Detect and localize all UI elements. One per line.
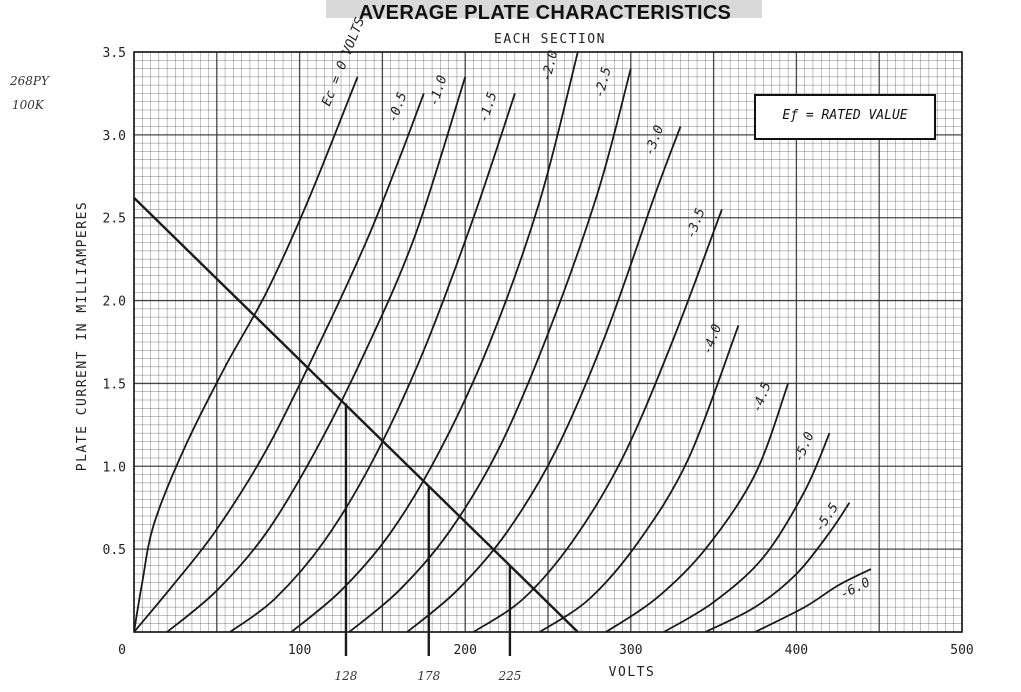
y-tick-label: 2.0 bbox=[103, 295, 126, 310]
curve-label: -4.5 bbox=[750, 380, 775, 415]
curve-label: -3.0 bbox=[642, 123, 667, 158]
y-tick-label: 0.5 bbox=[103, 543, 126, 558]
curve-label: -1.5 bbox=[476, 90, 500, 125]
curve-line bbox=[166, 76, 467, 632]
curve-label: -3.5 bbox=[684, 206, 709, 241]
x-tick-label: 0 bbox=[118, 643, 126, 658]
curve-label: Ec = 0 VOLTS bbox=[319, 15, 368, 108]
curves bbox=[134, 52, 872, 632]
curve-line bbox=[754, 568, 872, 632]
title-banner bbox=[326, 0, 762, 18]
curve-line bbox=[539, 325, 740, 632]
curve-line bbox=[134, 93, 425, 632]
handwritten-tube-note: 268PY bbox=[10, 74, 49, 88]
legend-box: Eƒ = RATED VALUE bbox=[754, 94, 936, 140]
curve-line bbox=[229, 93, 516, 632]
chart-title: AVERAGE PLATE CHARACTERISTICS bbox=[358, 2, 732, 24]
x-tick-label: 400 bbox=[785, 643, 808, 658]
curve-label: -0.5 bbox=[385, 90, 410, 125]
curve-line bbox=[605, 383, 789, 632]
chart-subtitle: EACH SECTION bbox=[494, 32, 606, 47]
curve-label: -2.0 bbox=[539, 49, 561, 83]
curve-label: -4.0 bbox=[700, 322, 725, 357]
curve-line bbox=[704, 502, 851, 632]
y-tick-label: 1.0 bbox=[103, 460, 126, 475]
x-tick-label: 500 bbox=[950, 643, 973, 658]
y-tick-label: 1.5 bbox=[103, 377, 126, 392]
x-tick-label: 200 bbox=[453, 643, 476, 658]
curve-label: -6.0 bbox=[838, 575, 873, 603]
marker-label: 128 bbox=[335, 669, 358, 683]
curve-line bbox=[134, 76, 359, 632]
marker-label: 178 bbox=[417, 669, 440, 683]
curve-label: -5.0 bbox=[791, 430, 817, 465]
plot-frame bbox=[133, 51, 963, 633]
curve-line bbox=[472, 209, 723, 632]
handwritten-resistor-note: 100K bbox=[12, 98, 44, 112]
curve-label: -1.0 bbox=[427, 74, 451, 109]
x-tick-label: 300 bbox=[619, 643, 642, 658]
curve-line bbox=[406, 126, 682, 632]
legend-text: Eƒ = RATED VALUE bbox=[782, 108, 908, 123]
grid bbox=[133, 51, 963, 633]
curve-line bbox=[348, 68, 632, 632]
load-line bbox=[133, 196, 579, 633]
curve-label: -2.5 bbox=[592, 65, 615, 99]
x-axis-label: VOLTS bbox=[609, 665, 656, 680]
x-tick-label: 100 bbox=[288, 643, 311, 658]
marker-label: 225 bbox=[497, 669, 521, 683]
curve-line bbox=[663, 432, 831, 632]
y-tick-label: 2.5 bbox=[103, 212, 126, 227]
y-axis-label: PLATE CURRENT IN MILLIAMPERES bbox=[75, 201, 90, 471]
y-tick-label: 3.5 bbox=[103, 46, 126, 61]
y-tick-label: 3.0 bbox=[103, 129, 126, 144]
